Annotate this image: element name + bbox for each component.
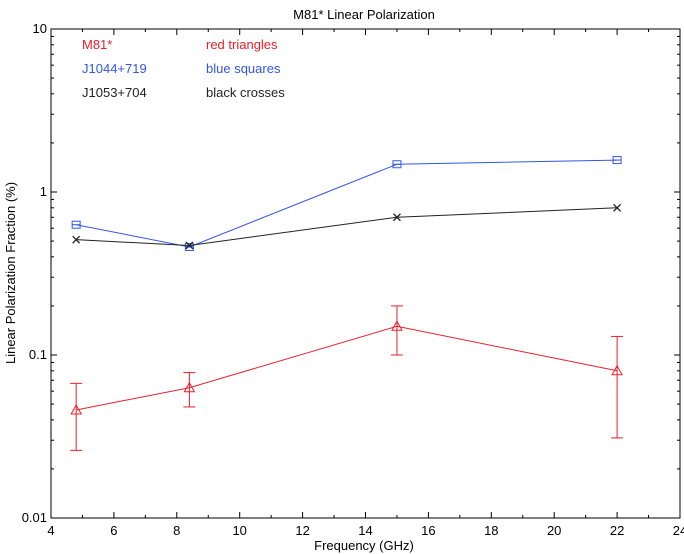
x-tick-label: 24: [673, 523, 684, 538]
x-tick-label: 12: [295, 523, 309, 538]
y-tick-label: 1: [40, 184, 47, 199]
legend-name: J1044+719: [82, 61, 147, 76]
series-2: [72, 203, 622, 250]
chart-title: M81* Linear Polarization: [293, 7, 435, 22]
series-line: [76, 207, 618, 246]
y-tick-label: 0.01: [22, 510, 47, 525]
y-tick-label: 0.1: [29, 347, 47, 362]
x-tick-label: 10: [232, 523, 246, 538]
legend: M81* red triangles J1044+719 blue squares J1…: [82, 37, 285, 100]
x-axis-label: Frequency (GHz): [314, 538, 414, 553]
cross-stroke: [72, 235, 81, 244]
data-point-cross: [72, 235, 81, 244]
x-tick-label: 16: [421, 523, 435, 538]
x-tick-label: 4: [47, 523, 54, 538]
cross-stroke: [613, 203, 622, 212]
data-point-cross: [392, 213, 401, 222]
data-point-triangle: [70, 403, 83, 415]
plot-frame: [50, 28, 681, 519]
legend-description: black crosses: [206, 85, 285, 100]
data-point-cross: [185, 241, 194, 250]
axis-ticks: 4 6 8 10 12 14 16 18 20 22 24 0.01 0.1 1 10: [22, 21, 684, 538]
x-tick-label: 18: [484, 523, 498, 538]
data-point-triangle: [611, 364, 623, 376]
cross-stroke: [185, 241, 194, 250]
series-layer: [70, 156, 624, 451]
x-tick-label: 22: [610, 523, 624, 538]
legend-description: red triangles: [206, 37, 278, 52]
data-point-triangle: [391, 320, 403, 331]
series-line: [76, 159, 618, 248]
x-tick-label: 6: [110, 523, 117, 538]
x-tick-label: 14: [358, 523, 372, 538]
series-line: [76, 325, 618, 411]
y-tick-label: 10: [33, 21, 47, 36]
cross-stroke: [392, 213, 401, 222]
y-axis-label: Linear Polarization Fraction (%): [3, 182, 18, 364]
legend-description: blue squares: [206, 61, 281, 76]
legend-name: M81*: [82, 37, 112, 52]
data-point-cross: [613, 203, 622, 212]
x-tick-label: 20: [547, 523, 561, 538]
data-point-triangle: [183, 381, 196, 393]
x-tick-label: 8: [173, 523, 180, 538]
legend-name: J1053+704: [82, 85, 147, 100]
series-0: [70, 305, 624, 451]
series-1: [71, 156, 622, 251]
